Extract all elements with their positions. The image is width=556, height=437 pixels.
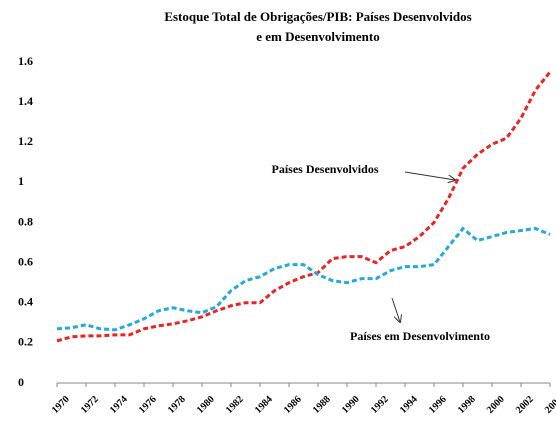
x-tick-label: 1984 (253, 394, 275, 416)
annotation: Países em Desenvolvimento (350, 329, 490, 343)
y-tick-label: 1.6 (18, 54, 33, 68)
y-tick-label: 1.2 (18, 134, 33, 148)
x-tick-label: 1970 (50, 394, 72, 416)
x-tick-label: 1990 (340, 394, 362, 416)
annotation: Países Desenvolvidos (271, 162, 378, 176)
y-tick-label: 0.4 (18, 295, 33, 309)
x-tick-label: 1976 (137, 394, 159, 416)
y-tick-label: 0.8 (18, 214, 33, 228)
x-tick-label: 1994 (398, 394, 420, 416)
y-tick-label: 0.2 (18, 335, 33, 349)
x-tick-label: 1988 (311, 394, 333, 416)
y-tick-label: 0 (18, 375, 24, 389)
x-tick-label: 2000 (485, 394, 507, 416)
x-tick-label: 2002 (514, 394, 536, 416)
x-tick-label: 1978 (166, 394, 188, 416)
x-tick-label: 1998 (456, 394, 478, 416)
x-tick-label: 1972 (79, 394, 101, 416)
line-series (56, 226, 551, 332)
chart-title: e em Desenvolvimento (256, 29, 379, 44)
x-tick-label: 1992 (369, 394, 391, 416)
chart-title: Estoque Total de Obrigações/PIB: Países … (164, 9, 471, 24)
y-tick-label: 1 (18, 174, 24, 188)
x-tick-label: 1986 (282, 394, 304, 416)
x-tick-label: 1974 (108, 394, 130, 416)
annotation-arrow (404, 171, 455, 180)
y-tick-label: 0.6 (18, 254, 33, 268)
x-tick-label: 2004 (543, 394, 556, 416)
x-tick-label: 1996 (427, 394, 449, 416)
x-tick-label: 1980 (195, 394, 217, 416)
y-tick-label: 1.4 (18, 94, 33, 108)
annotation-arrow (391, 297, 400, 322)
line-series (56, 71, 552, 343)
x-tick-label: 1982 (224, 394, 246, 416)
